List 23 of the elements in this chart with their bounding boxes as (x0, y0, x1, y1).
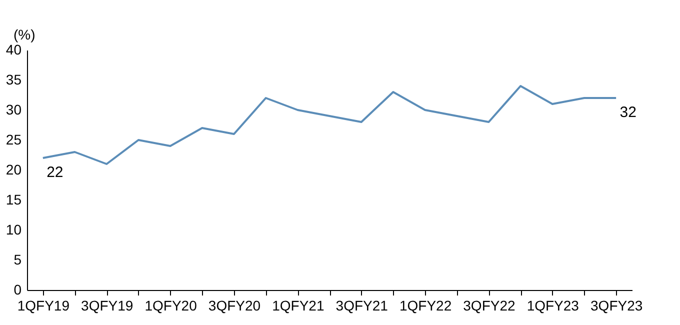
x-tick-label: 3QFY20 (208, 298, 261, 314)
data-label: 32 (620, 104, 636, 121)
y-tick-label: 35 (6, 72, 22, 88)
x-tick-label: 1QFY23 (526, 298, 580, 314)
y-tick-label: 0 (14, 282, 22, 298)
y-tick-label: 30 (6, 102, 22, 118)
x-tick-label: 3QFY21 (336, 298, 388, 314)
y-tick-label: 40 (6, 42, 22, 58)
y-tick-label: 10 (6, 222, 22, 238)
line-series (42, 85, 618, 165)
y-tick-label: 5 (14, 252, 22, 268)
y-axis-title: (%) (14, 26, 36, 42)
x-tick-label: 3QFY23 (590, 298, 643, 314)
y-tick-label: 20 (6, 162, 22, 178)
y-tick-label: 25 (6, 132, 22, 148)
x-tick-label: 1QFY21 (272, 298, 324, 314)
x-tick-label: 1QFY19 (17, 298, 70, 314)
y-tick-label: 15 (6, 192, 22, 208)
data-label: 22 (46, 164, 64, 181)
x-tick-label: 1QFY22 (399, 298, 452, 314)
x-tick-label: 3QFY19 (81, 298, 134, 314)
x-tick-label: 1QFY20 (144, 298, 198, 314)
x-tick-label: 3QFY22 (463, 298, 516, 314)
